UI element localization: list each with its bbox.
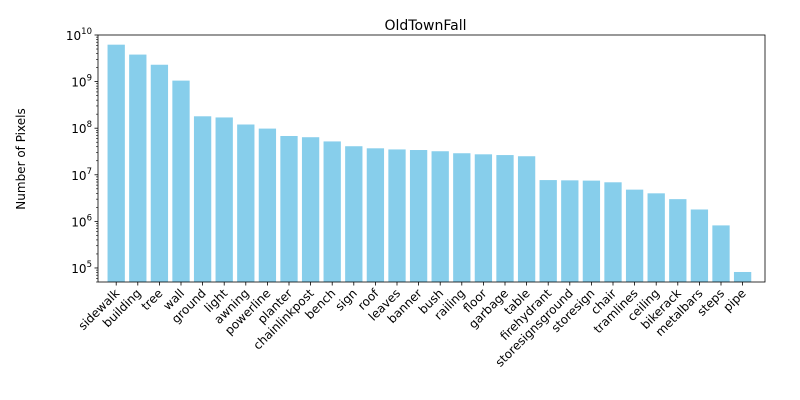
bar-chair (604, 182, 622, 282)
bar-banner (409, 150, 428, 282)
bar-metalbars (690, 209, 709, 282)
bar-leaves (388, 149, 406, 282)
bar-railing (453, 153, 471, 282)
bar-tramlines (625, 189, 644, 282)
bar-building (129, 54, 147, 282)
y-tick-label: 109 (71, 74, 92, 90)
plot-frame (97, 34, 766, 283)
bar-bench (323, 141, 341, 282)
bar-steps (712, 225, 730, 282)
bar-pipe (733, 271, 752, 282)
bar-floor (474, 154, 493, 282)
y-tick-label: 107 (71, 167, 92, 183)
bar-sidewalk (107, 44, 125, 283)
bar-table (517, 156, 536, 282)
bar-awning (237, 124, 255, 283)
y-tick-label: 1010 (66, 27, 92, 43)
bar-powerline (258, 128, 277, 282)
bar-tree (150, 64, 169, 282)
bar-sign (345, 146, 363, 282)
bar-wall (172, 80, 190, 282)
y-axis-label: Number of Pixels (14, 108, 28, 209)
bar-light (215, 117, 233, 282)
bar-ground (193, 116, 212, 282)
bar-planter (280, 135, 298, 282)
y-ticks-group: 105 106 107 108 109 1010 (66, 27, 98, 283)
bar-bush (431, 151, 449, 282)
y-tick-label: 108 (71, 120, 92, 136)
y-tick-label: 106 (71, 213, 92, 229)
bar-storesign (582, 180, 601, 282)
bar-bikerack (669, 199, 687, 282)
bar-ceiling (647, 193, 665, 282)
bars-group (107, 44, 752, 283)
x-ticks-group: sidewalkbuildingtreewallgroundlightawnin… (76, 282, 749, 370)
y-tick-label: 105 (71, 260, 92, 276)
bar-garbage (496, 155, 514, 282)
bar-roof (366, 148, 385, 282)
bar-firehydrant (539, 180, 557, 282)
x-tick-label: sign (332, 286, 359, 313)
bar-storesignsground (561, 180, 579, 282)
x-tick-label: tree (139, 286, 166, 313)
chart-title: OldTownFall (385, 18, 467, 34)
x-tick-label: pipe (720, 286, 748, 314)
bar-chainlinkpost (301, 137, 320, 282)
